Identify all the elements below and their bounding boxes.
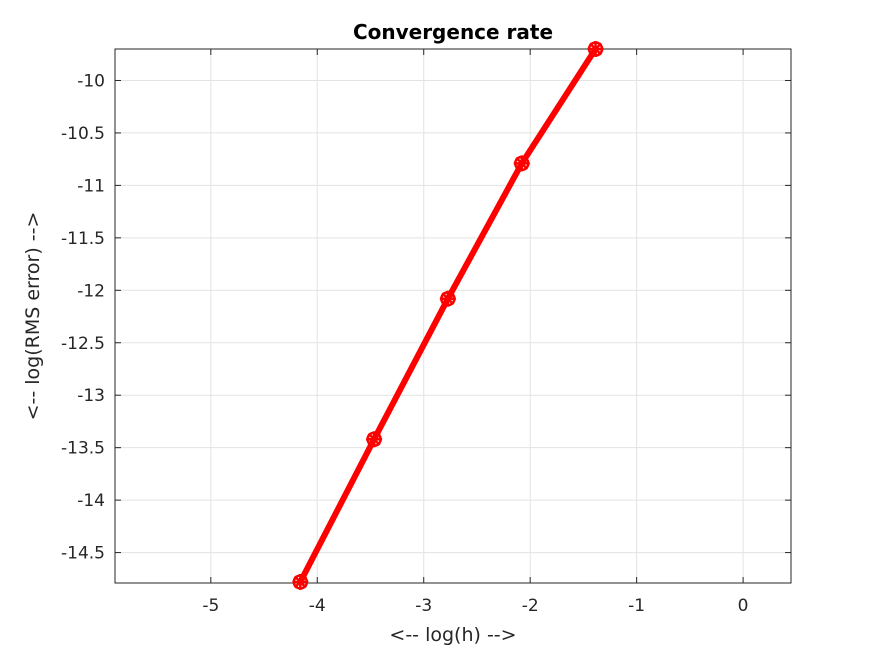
data-point-marker (292, 573, 309, 590)
data-point-marker (439, 290, 456, 307)
y-tick-label: -11 (77, 176, 105, 196)
x-tick-label: -3 (415, 596, 432, 616)
y-tick-label: -11.5 (61, 229, 105, 249)
grid-lines (115, 49, 791, 583)
y-tick-label: -10.5 (61, 124, 105, 144)
plot-frame (114, 48, 792, 584)
marker-asterisk-stroke (293, 575, 307, 589)
y-tick-label: -14.5 (61, 544, 105, 564)
x-tick-label: -1 (628, 596, 645, 616)
y-tick-label: -13 (77, 386, 105, 406)
y-tick-label: -14 (77, 491, 105, 511)
y-tick-label: -13.5 (61, 439, 105, 459)
x-tick-label: 0 (738, 596, 749, 616)
data-point-marker (366, 431, 383, 448)
data-point-marker (513, 155, 530, 172)
chart-title: Convergence rate (353, 20, 553, 44)
data-point-marker (587, 41, 604, 57)
data-series (292, 41, 604, 590)
marker-asterisk-stroke (589, 42, 603, 56)
y-tick-label: -12.5 (61, 334, 105, 354)
axis-ticks: -5 -4 -3 -2 -1 0-10-10.5-11-11.5-12-12.5-13-1… (61, 49, 791, 616)
x-axis-label: <-- log(h) --> (389, 624, 516, 646)
x-tick-label: -5 (202, 596, 219, 616)
marker-asterisk-stroke (515, 156, 529, 170)
x-tick-label: -4 (309, 596, 326, 616)
y-tick-label: -10 (77, 71, 105, 91)
x-tick-label: -2 (522, 596, 539, 616)
y-axis-label: <-- log(RMS error) --> (22, 212, 44, 421)
y-tick-label: -12 (77, 281, 105, 301)
marker-asterisk-stroke (441, 292, 455, 306)
marker-asterisk-stroke (367, 432, 381, 446)
